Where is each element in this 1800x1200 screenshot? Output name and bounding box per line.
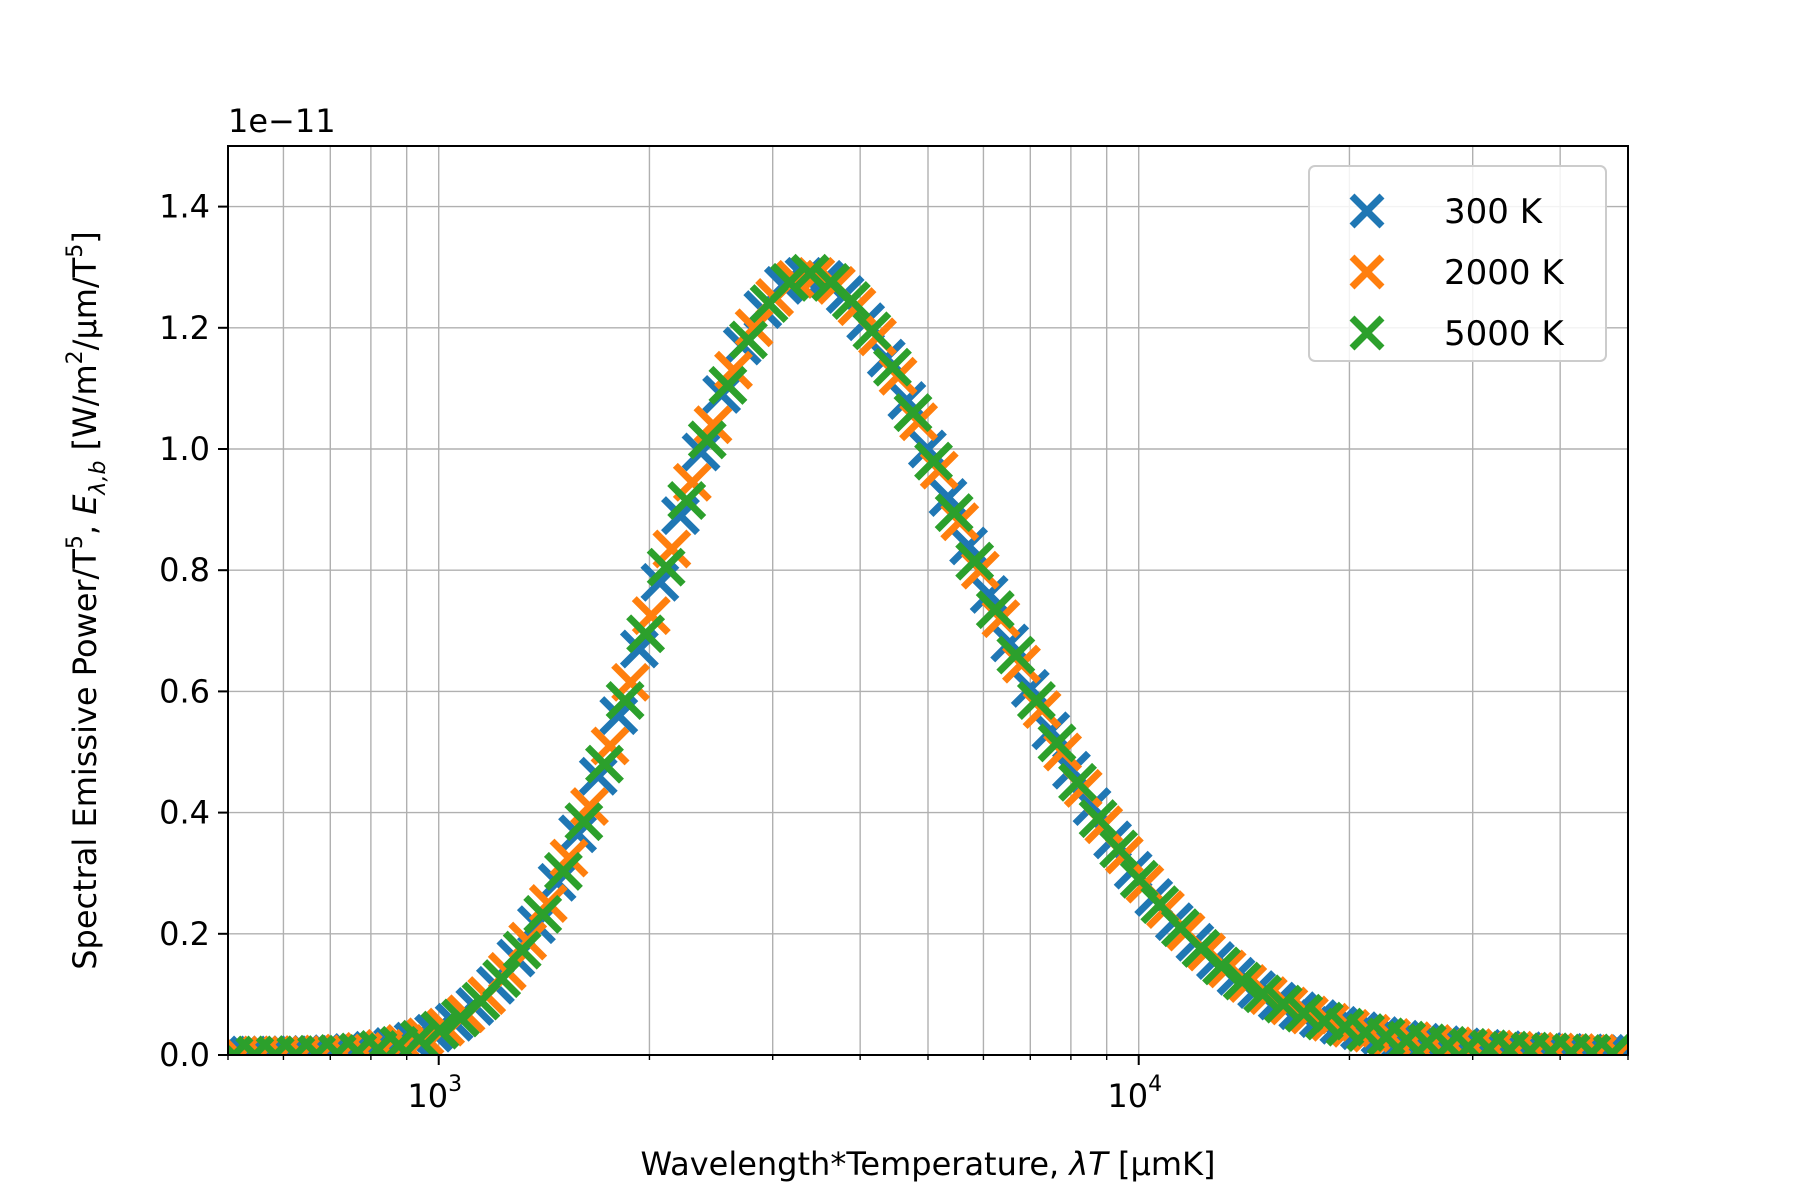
data-point xyxy=(502,930,542,970)
data-point xyxy=(646,547,686,587)
data-point xyxy=(955,541,995,581)
data-point xyxy=(790,253,830,293)
data-point xyxy=(1243,974,1283,1014)
x-tick-label: 104 xyxy=(1107,1072,1162,1115)
data-point xyxy=(1078,799,1118,839)
data-point xyxy=(1284,993,1324,1033)
y-tick-label: 0.8 xyxy=(159,551,210,589)
data-point xyxy=(667,481,707,520)
data-point xyxy=(1222,961,1262,1001)
data-point xyxy=(852,311,892,351)
data-point xyxy=(1592,1033,1628,1055)
data-point xyxy=(626,614,666,654)
data-point xyxy=(605,681,645,720)
data-point xyxy=(687,420,727,460)
y-tick-label: 1.4 xyxy=(159,188,210,226)
x-tick-label: 103 xyxy=(407,1072,462,1115)
y-tick-label: 1.0 xyxy=(159,430,210,468)
legend-label: 300 K xyxy=(1444,192,1544,232)
legend-label: 2000 K xyxy=(1444,253,1565,293)
ticks: 103 104 0.0 0.2 0.4 0.6 0.8 1.0 1.2 1.4 xyxy=(159,188,1629,1115)
data-point xyxy=(1608,1034,1628,1055)
plot-area xyxy=(228,253,1628,1055)
y-tick-label: 1.2 xyxy=(159,309,210,347)
data-point xyxy=(996,635,1036,675)
y-tick-label: 0.4 xyxy=(159,794,210,832)
y-offset-text: 1e−11 xyxy=(228,102,336,140)
legend-box xyxy=(1308,165,1607,362)
legend: 300 K 2000 K 5000 K xyxy=(1308,165,1607,362)
data-point xyxy=(482,959,522,999)
data-point xyxy=(1037,723,1077,763)
data-point xyxy=(528,884,568,923)
data-point xyxy=(1263,984,1303,1024)
y-axis-label: Spectral Emissive Power/T5, Eλ,b [W/m2/μ… xyxy=(63,231,111,970)
data-point xyxy=(934,493,974,533)
x-axis-label: Wavelength*Temperature, λT [μmK] xyxy=(640,1145,1215,1183)
y-tick-label: 0.2 xyxy=(159,915,210,953)
data-point xyxy=(1058,762,1098,802)
y-tick-label: 0.6 xyxy=(159,672,210,710)
data-point xyxy=(893,393,933,433)
data-point xyxy=(420,1010,460,1050)
data-point xyxy=(708,365,748,405)
legend-marker xyxy=(1349,254,1385,290)
data-point xyxy=(770,262,810,302)
data-point xyxy=(584,744,624,784)
data-point xyxy=(523,894,563,934)
data-point xyxy=(872,347,912,387)
data-point xyxy=(1016,681,1056,720)
data-point xyxy=(831,281,871,321)
data-point xyxy=(1099,829,1139,869)
data-point xyxy=(975,590,1015,630)
data-point xyxy=(543,851,583,891)
data-point xyxy=(564,802,604,842)
legend-label: 5000 K xyxy=(1444,314,1565,354)
data-point xyxy=(728,320,768,360)
legend-marker xyxy=(1349,315,1385,351)
data-point xyxy=(914,441,954,481)
data-point xyxy=(399,1019,439,1055)
y-tick-label: 0.0 xyxy=(159,1036,210,1074)
data-point xyxy=(1202,946,1241,986)
legend-marker xyxy=(1349,193,1385,229)
